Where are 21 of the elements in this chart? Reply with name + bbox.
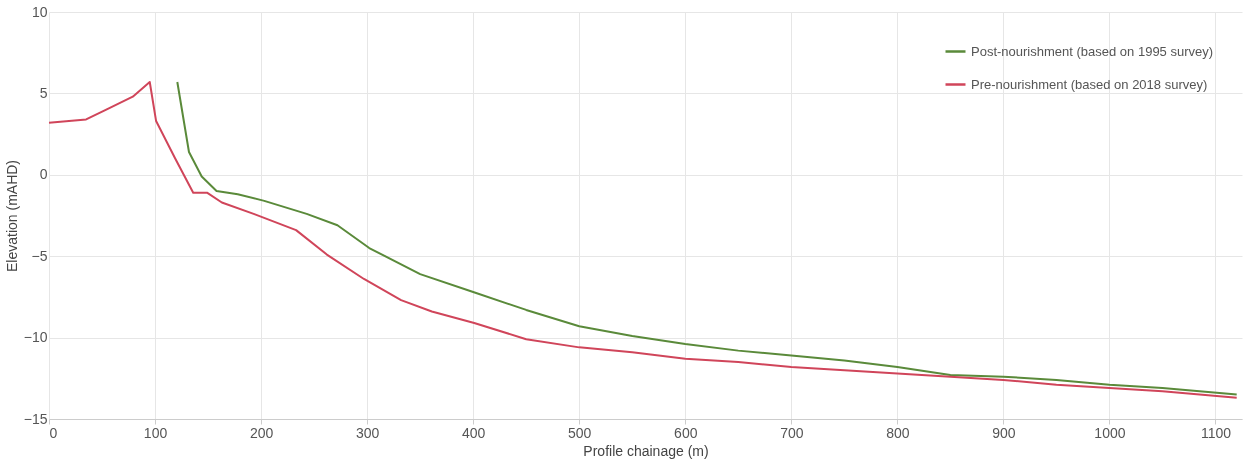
y-tick-label: −10 xyxy=(23,329,48,346)
x-tick-label: 400 xyxy=(462,424,486,441)
legend-label: Post-nourishment (based on 1995 survey) xyxy=(971,43,1214,59)
x-tick-label: 1100 xyxy=(1200,424,1232,441)
x-tick-label: 700 xyxy=(780,424,804,441)
y-axis-title: Elevation (mAHD) xyxy=(3,159,20,273)
x-tick-label: 800 xyxy=(886,424,910,441)
y-tick-label: 5 xyxy=(39,84,48,101)
y-tick-label: 10 xyxy=(31,3,48,20)
x-tick-label: 600 xyxy=(674,424,698,441)
x-tick-label: 1000 xyxy=(1094,424,1126,441)
x-tick-label: 200 xyxy=(249,424,274,441)
y-tick-label: −15 xyxy=(23,410,48,427)
legend-label: Pre-nourishment (based on 2018 survey) xyxy=(971,76,1208,92)
y-tick-label: 0 xyxy=(39,166,48,183)
y-tick-label: −5 xyxy=(31,247,48,264)
x-tick-label: 500 xyxy=(568,424,592,441)
x-axis-title: Profile chainage (m) xyxy=(583,442,709,459)
x-tick-label: 100 xyxy=(143,424,168,441)
x-tick-label: 300 xyxy=(355,424,380,441)
x-tick-label: 900 xyxy=(992,424,1016,441)
